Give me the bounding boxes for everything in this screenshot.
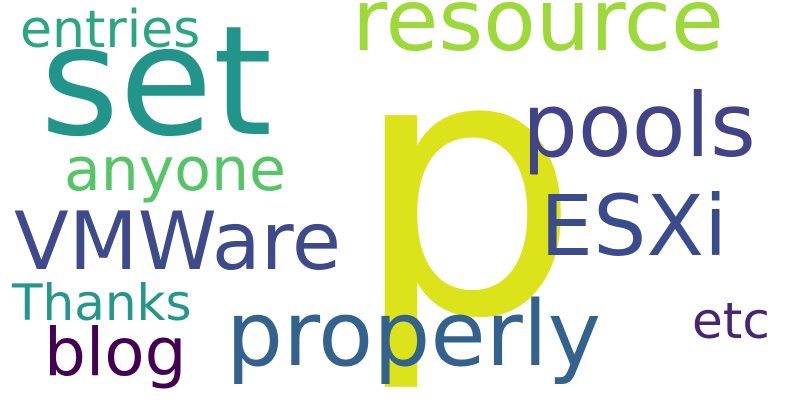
word-p: p: [352, 0, 581, 397]
word-set: set: [40, 0, 273, 170]
word-etc: etc: [692, 292, 770, 350]
word-pools: pools: [522, 74, 756, 177]
word-entries: entries: [20, 0, 201, 60]
word-properly: properly: [226, 282, 601, 387]
word-vmware: VMWare: [14, 195, 342, 288]
word-resource: resource: [352, 0, 724, 71]
word-anyone: anyone: [64, 135, 286, 205]
word-thanks: Thanks: [12, 274, 192, 332]
word-esxi: ESXi: [540, 177, 728, 275]
word-blog: blog: [44, 314, 187, 391]
